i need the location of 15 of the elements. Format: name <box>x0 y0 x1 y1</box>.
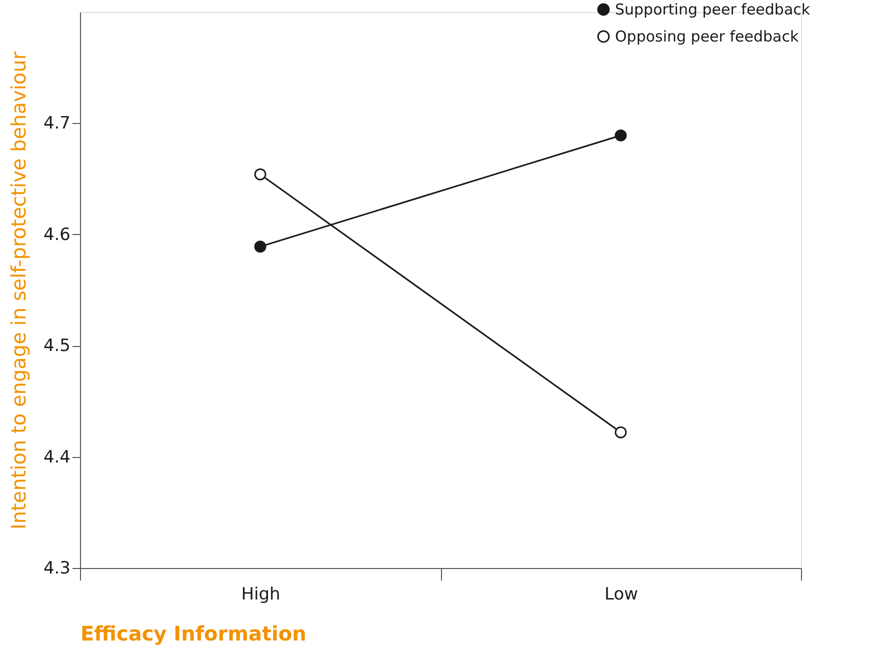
point <box>614 426 627 438</box>
legend-label: Supporting peer feedback <box>615 0 810 18</box>
y-tick-label: 4.3 <box>43 558 70 578</box>
y-tick-label: 4.4 <box>43 447 70 468</box>
x-axis-title: Efficacy Information <box>80 622 306 646</box>
point <box>614 129 627 142</box>
y-tick-label: 4.5 <box>43 336 70 356</box>
x-tick-label: High <box>241 584 280 604</box>
point <box>254 168 266 180</box>
x-tick-label: Low <box>604 584 638 604</box>
y-tick-label: 4.7 <box>43 114 70 134</box>
y-axis-title: Intention to engage in self-protective behaviour <box>6 50 30 530</box>
legend-label: Opposing peer feedback <box>615 28 799 46</box>
point <box>254 240 266 253</box>
y-tick-label: 4.6 <box>43 224 70 245</box>
